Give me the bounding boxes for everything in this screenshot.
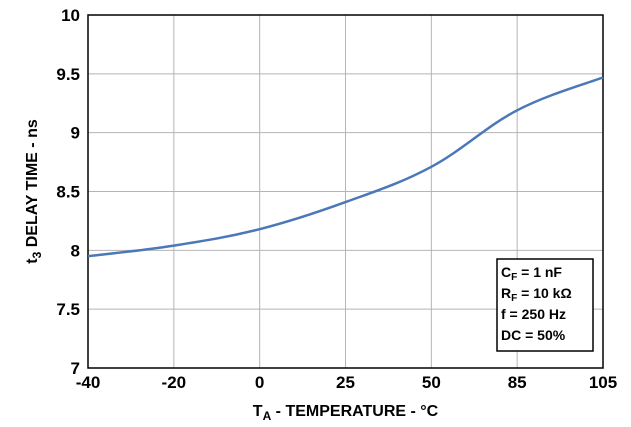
- condition-duty-cycle: DC = 50%: [501, 327, 566, 343]
- condition-cf: CF = 1 nF: [501, 264, 562, 283]
- y-tick-label: 9.5: [56, 65, 80, 84]
- condition-frequency: f = 250 Hz: [501, 306, 566, 322]
- y-axis-title: t3 DELAY TIME - ns: [24, 119, 44, 264]
- plot-frame: [87, 14, 604, 369]
- x-tick-label: -40: [76, 373, 101, 392]
- conditions-box-frame: [496, 258, 594, 352]
- x-tick-label: 25: [336, 373, 355, 392]
- x-tick-label: 0: [255, 373, 264, 392]
- conditions-box: CF = 1 nF RF = 10 kΩ f = 250 Hz DC = 50%: [496, 258, 594, 352]
- x-tick-label: 50: [422, 373, 441, 392]
- y-tick-label: 7: [71, 359, 80, 378]
- condition-rf: RF = 10 kΩ: [501, 285, 572, 304]
- delay-time-line: [87, 76, 604, 258]
- x-tick-label: 85: [508, 373, 527, 392]
- x-tick-labels: -40 -20 0 25 50 85 105: [76, 373, 617, 392]
- x-tick-label: 105: [589, 373, 617, 392]
- x-tick-label: -20: [162, 373, 187, 392]
- y-tick-labels: 10 9.5 9 8.5 8 7.5 7: [56, 6, 80, 378]
- y-tick-label: 10: [61, 6, 80, 25]
- y-tick-label: 8.5: [56, 183, 80, 202]
- y-tick-label: 7.5: [56, 300, 80, 319]
- y-tick-label: 8: [71, 241, 80, 260]
- x-axis-title: TA - TEMPERATURE - °C: [253, 403, 439, 423]
- y-tick-label: 9: [71, 124, 80, 143]
